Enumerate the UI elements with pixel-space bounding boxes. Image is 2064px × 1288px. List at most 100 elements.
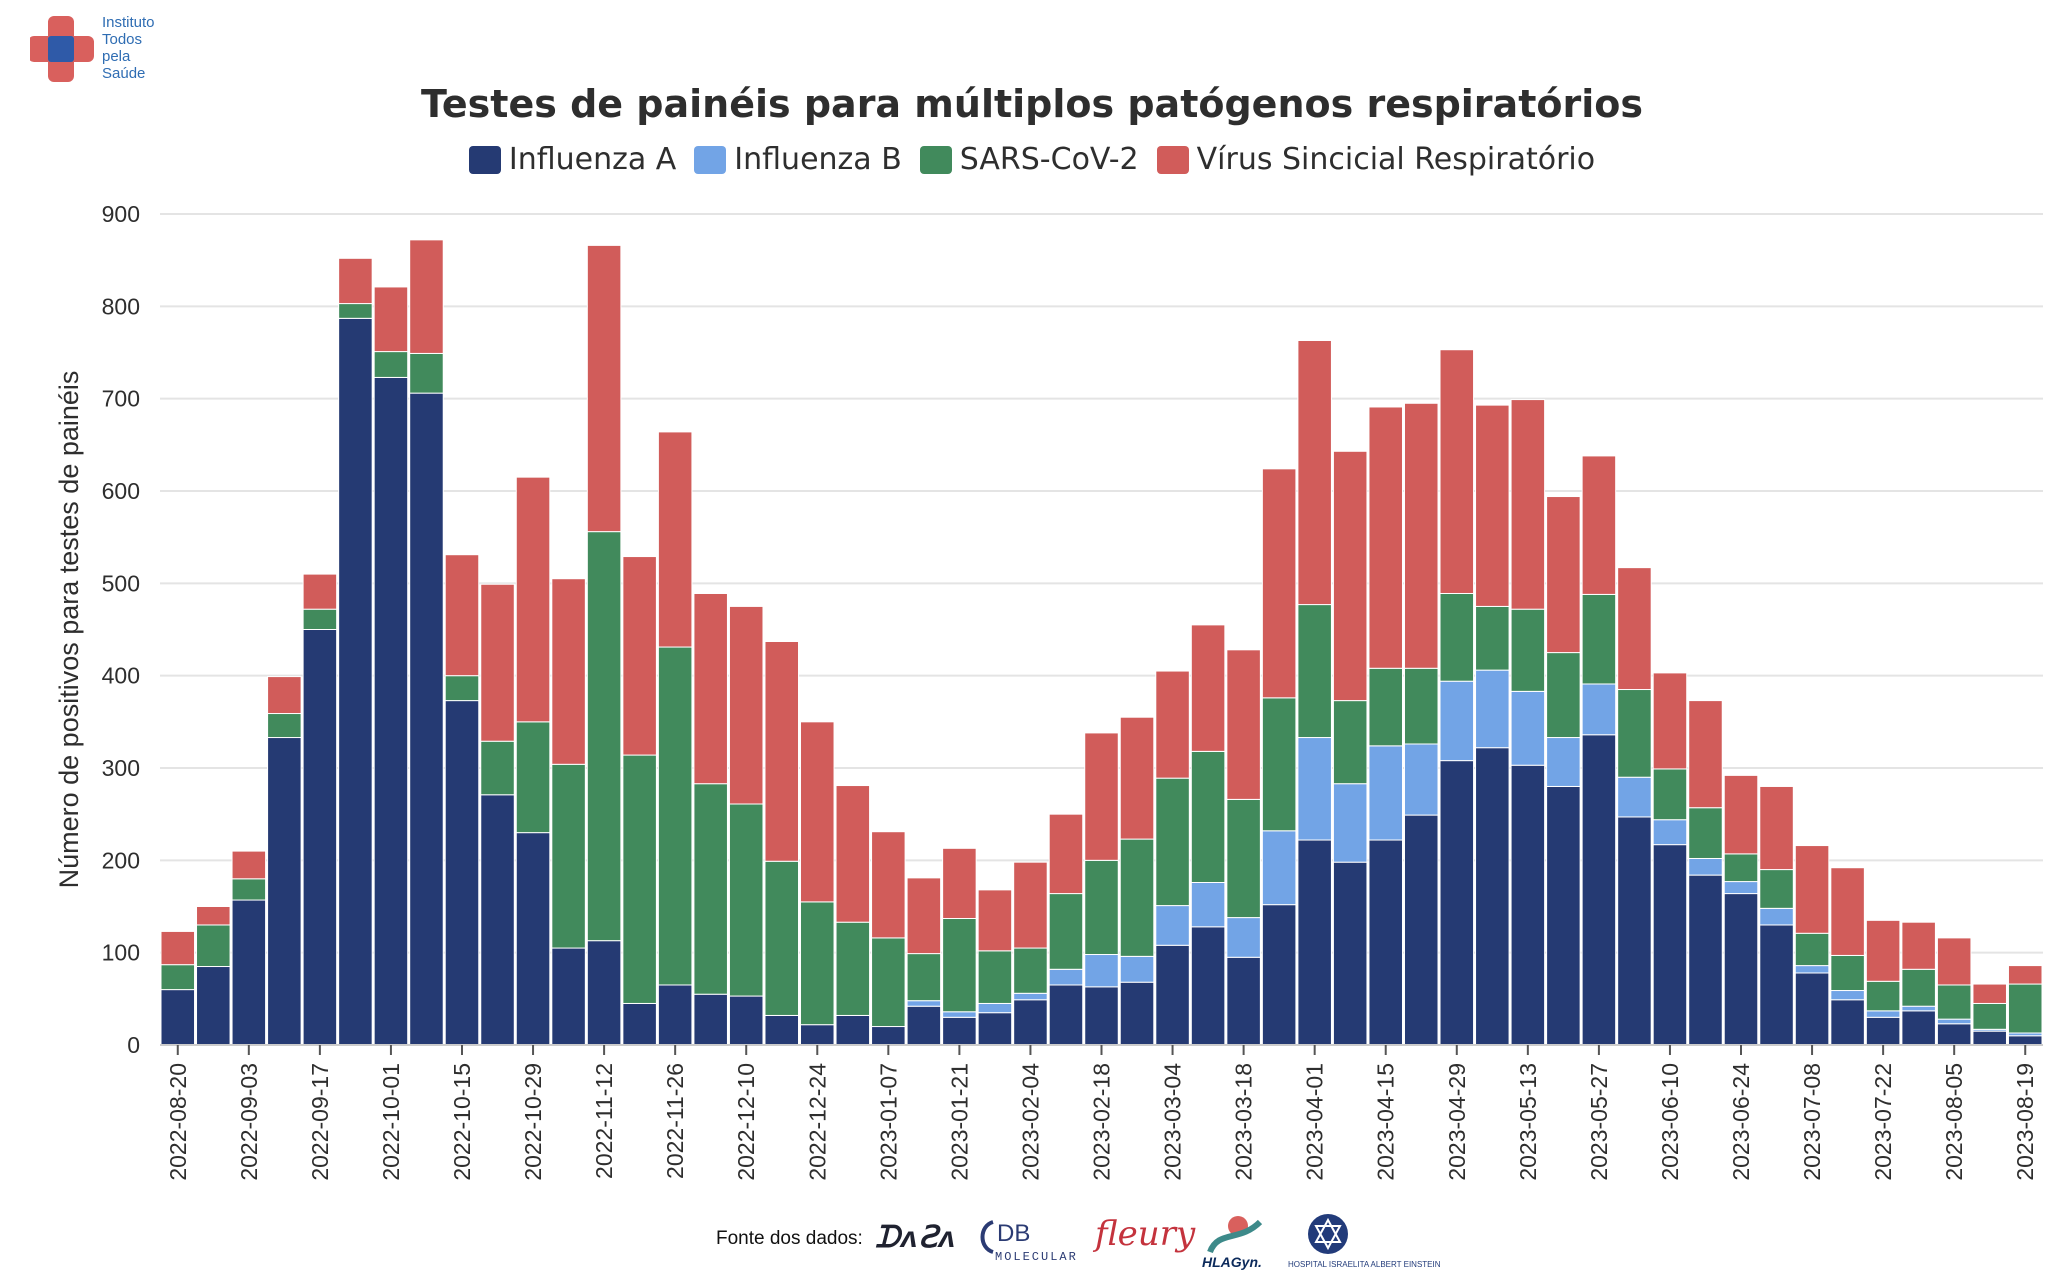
bar-segment-influenza-a[interactable] xyxy=(1439,760,1475,1046)
bar-segment-sars-cov-2[interactable] xyxy=(1475,605,1510,671)
bar-segment-influenza-a[interactable] xyxy=(1688,874,1723,1046)
bar-segment-influenza-a[interactable] xyxy=(657,984,693,1046)
bar-segment-vsr[interactable] xyxy=(800,721,835,903)
bar-segment-influenza-a[interactable] xyxy=(480,794,515,1046)
bar-segment-influenza-a[interactable] xyxy=(444,700,480,1046)
bar-segment-influenza-b[interactable] xyxy=(1794,965,1830,974)
bar-segment-influenza-a[interactable] xyxy=(1936,1023,1972,1046)
bar-segment-sars-cov-2[interactable] xyxy=(800,901,835,1026)
bar-segment-vsr[interactable] xyxy=(1652,672,1688,770)
bar-segment-vsr[interactable] xyxy=(1794,845,1830,934)
bar-segment-influenza-b[interactable] xyxy=(1155,905,1190,946)
bar-segment-vsr[interactable] xyxy=(480,583,515,742)
bar-segment-sars-cov-2[interactable] xyxy=(906,953,942,1002)
bar-segment-influenza-b[interactable] xyxy=(1048,968,1084,986)
bar-segment-influenza-a[interactable] xyxy=(1013,999,1048,1046)
bar-segment-influenza-a[interactable] xyxy=(1048,984,1084,1046)
bar-segment-sars-cov-2[interactable] xyxy=(1013,947,1048,994)
bar-segment-influenza-a[interactable] xyxy=(515,832,551,1046)
bar-segment-influenza-b[interactable] xyxy=(1901,1005,1936,1012)
bar-segment-sars-cov-2[interactable] xyxy=(1581,593,1617,685)
bar-segment-influenza-a[interactable] xyxy=(1475,747,1510,1046)
bar-segment-influenza-b[interactable] xyxy=(1119,955,1155,983)
bar-segment-vsr[interactable] xyxy=(1901,921,1936,970)
bar-segment-sars-cov-2[interactable] xyxy=(444,675,480,702)
bar-segment-influenza-a[interactable] xyxy=(728,995,764,1046)
bar-segment-influenza-a[interactable] xyxy=(871,1026,906,1046)
bar-segment-vsr[interactable] xyxy=(1297,339,1332,606)
bar-segment-vsr[interactable] xyxy=(693,592,728,785)
bar-segment-vsr[interactable] xyxy=(1048,813,1084,895)
bar-segment-vsr[interactable] xyxy=(373,286,409,353)
bar-segment-influenza-b[interactable] xyxy=(1084,954,1119,988)
bar-segment-vsr[interactable] xyxy=(728,605,764,805)
bar-segment-vsr[interactable] xyxy=(764,641,800,862)
bar-segment-vsr[interactable] xyxy=(1439,349,1475,594)
bar-segment-sars-cov-2[interactable] xyxy=(1155,777,1190,907)
bar-segment-influenza-b[interactable] xyxy=(1546,737,1581,787)
bar-segment-influenza-b[interactable] xyxy=(942,1011,977,1018)
bar-segment-sars-cov-2[interactable] xyxy=(1901,968,1936,1007)
bar-segment-sars-cov-2[interactable] xyxy=(1652,768,1688,821)
bar-segment-vsr[interactable] xyxy=(409,239,444,354)
bar-segment-sars-cov-2[interactable] xyxy=(764,860,800,1016)
bar-segment-vsr[interactable] xyxy=(1226,649,1261,800)
bar-segment-sars-cov-2[interactable] xyxy=(1936,984,1972,1020)
bar-segment-influenza-b[interactable] xyxy=(1190,881,1226,928)
bar-segment-influenza-a[interactable] xyxy=(231,899,267,1046)
bar-segment-influenza-b[interactable] xyxy=(1475,669,1510,749)
bar-segment-sars-cov-2[interactable] xyxy=(515,721,551,834)
bar-segment-vsr[interactable] xyxy=(1013,861,1048,949)
bar-segment-vsr[interactable] xyxy=(1546,496,1581,654)
bar-segment-influenza-a[interactable] xyxy=(1226,956,1261,1046)
bar-segment-vsr[interactable] xyxy=(1581,455,1617,595)
bar-segment-sars-cov-2[interactable] xyxy=(728,803,764,997)
bar-segment-sars-cov-2[interactable] xyxy=(1546,652,1581,739)
bar-segment-influenza-b[interactable] xyxy=(1261,830,1297,906)
bar-segment-vsr[interactable] xyxy=(1688,700,1723,809)
bar-segment-influenza-a[interactable] xyxy=(1261,904,1297,1046)
bar-segment-influenza-b[interactable] xyxy=(977,1002,1013,1014)
bar-segment-influenza-a[interactable] xyxy=(338,317,373,1046)
bar-segment-influenza-a[interactable] xyxy=(586,940,622,1046)
bar-segment-vsr[interactable] xyxy=(338,257,373,305)
bar-segment-influenza-a[interactable] xyxy=(160,989,196,1046)
bar-segment-sars-cov-2[interactable] xyxy=(1439,592,1475,682)
bar-segment-influenza-a[interactable] xyxy=(302,629,338,1046)
bar-segment-sars-cov-2[interactable] xyxy=(231,878,267,901)
bar-segment-vsr[interactable] xyxy=(906,877,942,955)
bar-segment-sars-cov-2[interactable] xyxy=(622,754,657,1004)
bar-segment-influenza-a[interactable] xyxy=(1546,785,1581,1046)
bar-segment-sars-cov-2[interactable] xyxy=(373,351,409,378)
bar-segment-sars-cov-2[interactable] xyxy=(1759,869,1794,909)
bar-segment-sars-cov-2[interactable] xyxy=(267,713,302,739)
bar-segment-sars-cov-2[interactable] xyxy=(1297,604,1332,739)
bar-segment-influenza-a[interactable] xyxy=(1972,1030,2007,1046)
bar-segment-vsr[interactable] xyxy=(1865,919,1901,982)
bar-segment-sars-cov-2[interactable] xyxy=(942,918,977,1013)
bar-segment-sars-cov-2[interactable] xyxy=(302,608,338,630)
bar-segment-sars-cov-2[interactable] xyxy=(871,937,906,1028)
bar-segment-sars-cov-2[interactable] xyxy=(586,531,622,942)
bar-segment-influenza-a[interactable] xyxy=(835,1014,871,1046)
bar-segment-influenza-b[interactable] xyxy=(1013,992,1048,1001)
legend-item-vsr[interactable]: Vírus Sincicial Respiratório xyxy=(1156,142,1595,177)
bar-segment-vsr[interactable] xyxy=(1936,937,1972,986)
bar-segment-influenza-a[interactable] xyxy=(1403,814,1439,1046)
bar-segment-sars-cov-2[interactable] xyxy=(409,352,444,394)
bar-segment-sars-cov-2[interactable] xyxy=(1084,859,1119,956)
bar-segment-vsr[interactable] xyxy=(196,906,231,926)
bar-segment-sars-cov-2[interactable] xyxy=(480,740,515,796)
bar-segment-vsr[interactable] xyxy=(1190,624,1226,752)
bar-segment-influenza-b[interactable] xyxy=(1723,881,1759,895)
bar-segment-sars-cov-2[interactable] xyxy=(551,763,586,949)
bar-segment-vsr[interactable] xyxy=(622,556,657,756)
bar-segment-influenza-b[interactable] xyxy=(906,1000,942,1007)
bar-segment-sars-cov-2[interactable] xyxy=(338,303,373,319)
bar-segment-vsr[interactable] xyxy=(1723,774,1759,855)
bar-segment-influenza-b[interactable] xyxy=(1510,690,1546,766)
bar-segment-influenza-b[interactable] xyxy=(1688,857,1723,876)
bar-segment-vsr[interactable] xyxy=(1084,732,1119,861)
bar-segment-influenza-a[interactable] xyxy=(1617,816,1652,1046)
bar-segment-influenza-a[interactable] xyxy=(764,1014,800,1046)
